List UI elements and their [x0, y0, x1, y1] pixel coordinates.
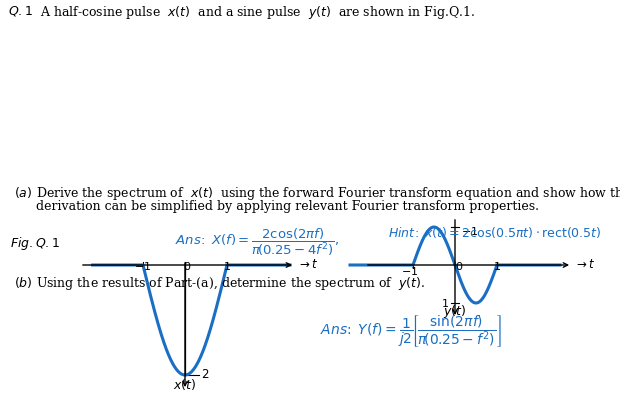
Text: $1$: $1$	[223, 260, 231, 272]
Text: $-1$: $-1$	[401, 265, 418, 277]
Text: $0$: $0$	[183, 260, 191, 272]
Text: A half-cosine pulse  $x(t)$  and a sine pulse  $y(t)$  are shown in Fig.Q.1.: A half-cosine pulse $x(t)$ and a sine pu…	[40, 4, 476, 21]
Text: $-1$: $-1$	[461, 225, 478, 237]
Text: $2$: $2$	[201, 368, 210, 381]
Text: $Fig.Q.1$: $Fig.Q.1$	[10, 235, 60, 252]
Text: $-1$: $-1$	[135, 260, 152, 272]
Text: $x(t)$: $x(t)$	[174, 377, 197, 392]
Text: $(a)$: $(a)$	[14, 185, 32, 200]
Text: $Q.1$: $Q.1$	[8, 4, 33, 18]
Text: $\rightarrow t$: $\rightarrow t$	[297, 258, 319, 271]
Text: $1$: $1$	[441, 297, 449, 309]
Text: $1$: $1$	[493, 260, 501, 272]
Text: $y(t)$: $y(t)$	[443, 303, 467, 320]
Text: $Ans\!:\;X(f)=\dfrac{2\cos(2\pi f)}{\pi\!\left(0.25-4f^2\right)},$: $Ans\!:\;X(f)=\dfrac{2\cos(2\pi f)}{\pi\…	[175, 227, 340, 258]
Text: Using the results of Part-(a), determine the spectrum of  $y(t)$.: Using the results of Part-(a), determine…	[36, 275, 425, 292]
Text: Derive the spectrum of  $x(t)$  using the forward Fourier transform equation and: Derive the spectrum of $x(t)$ using the …	[36, 185, 620, 202]
Text: $Ans\!:\;Y(f)=\dfrac{1}{j2}\!\left[\dfrac{\sin(2\pi f)}{\pi\!\left(0.25-f^2\righ: $Ans\!:\;Y(f)=\dfrac{1}{j2}\!\left[\dfra…	[320, 313, 502, 349]
Text: $Hint\!:\;x(t)=2\cos(0.5\pi t)\cdot\mathrm{rect}(0.5t)$: $Hint\!:\;x(t)=2\cos(0.5\pi t)\cdot\math…	[388, 225, 601, 240]
Text: $0$: $0$	[455, 260, 463, 272]
Text: $\rightarrow t$: $\rightarrow t$	[574, 258, 595, 271]
Text: derivation can be simplified by applying relevant Fourier transform properties.: derivation can be simplified by applying…	[36, 200, 539, 213]
Text: $(b)$: $(b)$	[14, 275, 33, 290]
